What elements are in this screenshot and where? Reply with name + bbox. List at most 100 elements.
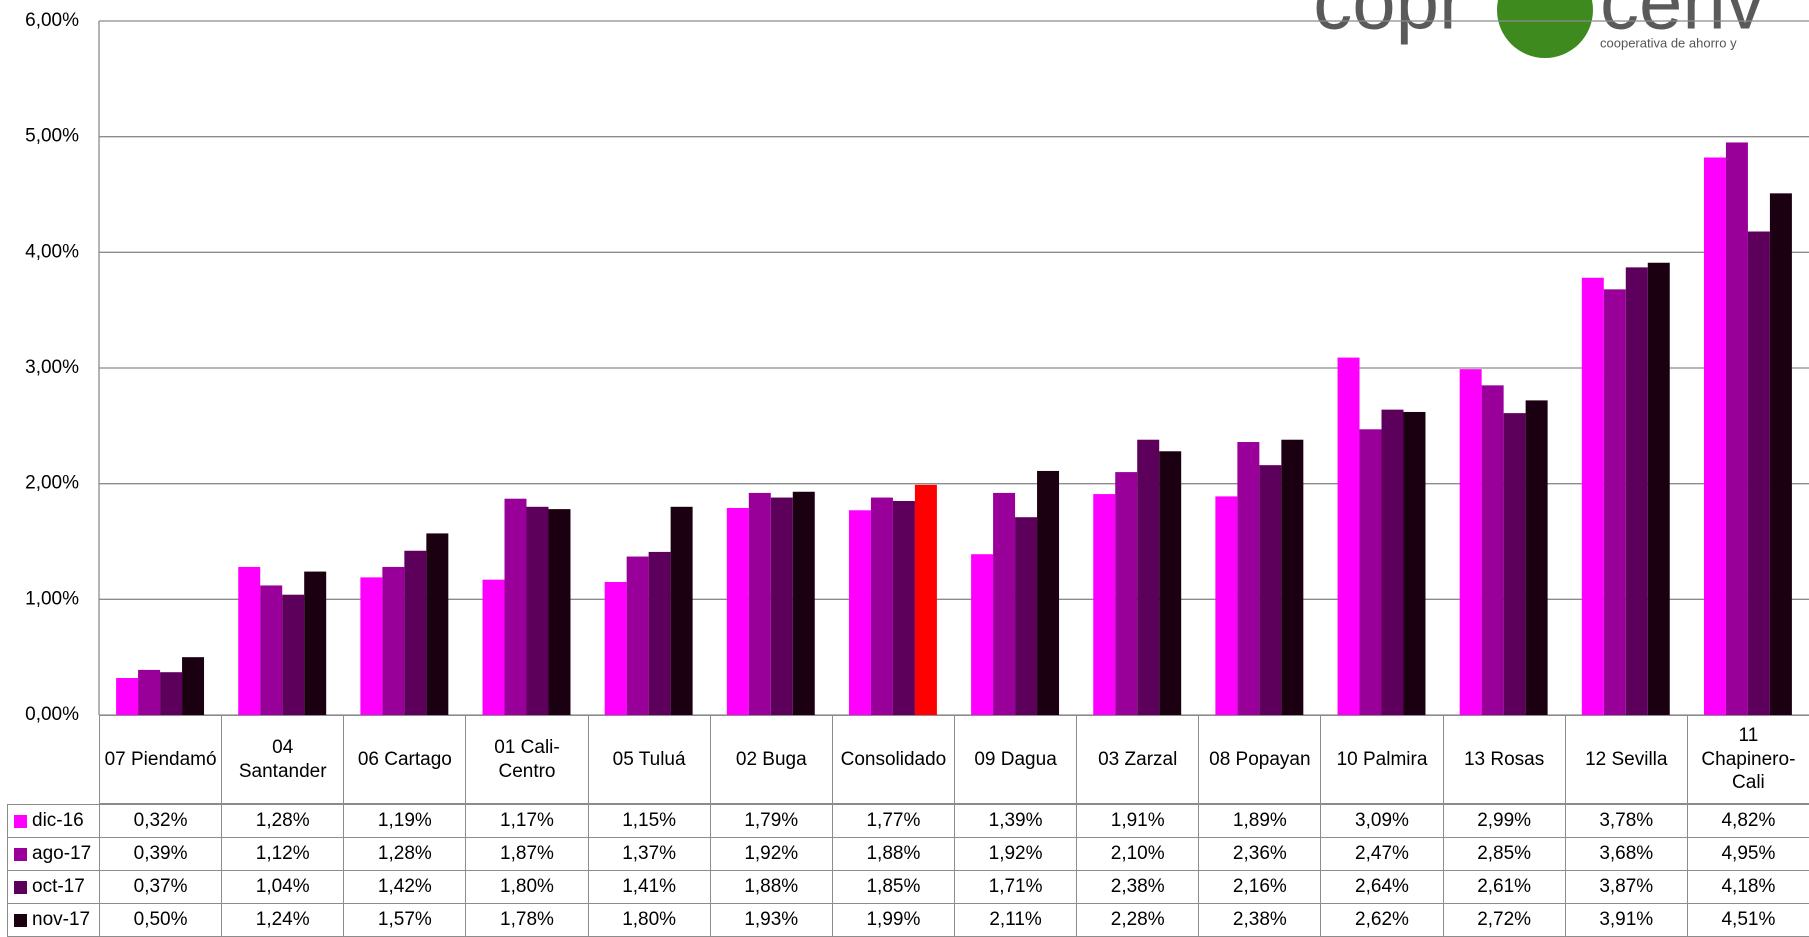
- bar: [1281, 439, 1304, 715]
- value-cell-text: 0,39%: [133, 843, 188, 865]
- value-cell: 2,38%: [1198, 903, 1322, 937]
- value-cell: 0,37%: [99, 870, 223, 904]
- y-tick-label: 5,00%: [25, 126, 79, 147]
- bar: [504, 498, 527, 715]
- bar: [1115, 472, 1138, 715]
- category-label: 01 Cali-Centro: [465, 715, 589, 804]
- category-label: 05 Tuluá: [587, 715, 711, 804]
- value-cell: 2,47%: [1320, 837, 1444, 871]
- value-cell: 2,16%: [1198, 870, 1322, 904]
- value-cell-text: 1,28%: [377, 843, 432, 865]
- category-label: 03 Zarzal: [1076, 715, 1200, 804]
- bar: [404, 550, 427, 715]
- bar: [304, 571, 327, 715]
- y-tick-label: 2,00%: [25, 473, 79, 494]
- bar: [238, 566, 261, 715]
- category-label: 11 Chapinero-Cali: [1686, 715, 1809, 804]
- value-cell: 2,85%: [1442, 837, 1566, 871]
- value-cell-text: 1,91%: [1110, 810, 1165, 832]
- value-cell-text: 4,18%: [1721, 876, 1776, 898]
- value-cell: 1,12%: [221, 837, 345, 871]
- bar: [1215, 496, 1238, 715]
- bar: [971, 554, 994, 715]
- value-cell-text: 0,32%: [133, 810, 188, 832]
- y-tick-label: 4,00%: [25, 241, 79, 262]
- bar: [626, 556, 649, 715]
- legend-label: dic-16: [32, 810, 84, 832]
- bar: [1725, 142, 1748, 715]
- value-cell: 3,68%: [1564, 837, 1688, 871]
- value-cell: 1,93%: [709, 903, 833, 937]
- category-label: 12 Sevilla: [1564, 715, 1688, 804]
- category-label: Consolidado: [831, 715, 955, 804]
- bar: [1403, 411, 1426, 715]
- value-cell: 1,91%: [1076, 804, 1200, 838]
- bar: [1503, 413, 1526, 715]
- category-label-text: 12 Sevilla: [1585, 748, 1668, 770]
- value-cell: 3,09%: [1320, 804, 1444, 838]
- category-label-text: Consolidado: [840, 748, 947, 770]
- legend-label: oct-17: [32, 876, 85, 898]
- value-cell-text: 1,24%: [255, 909, 310, 931]
- bar: [1259, 465, 1282, 715]
- bar: [1159, 451, 1182, 715]
- value-cell: 1,17%: [465, 804, 589, 838]
- y-tick-label: 0,00%: [25, 704, 79, 725]
- category-label-text: 06 Cartago: [357, 748, 452, 770]
- value-cell-text: 2,28%: [1110, 909, 1165, 931]
- bar: [548, 509, 571, 715]
- value-cell: 1,28%: [221, 804, 345, 838]
- legend-cell: oct-17: [7, 870, 100, 904]
- logo-mark: [1497, 0, 1593, 58]
- value-cell: 0,50%: [99, 903, 223, 937]
- bar: [1525, 400, 1548, 715]
- category-label-text: 07 Piendamó: [104, 748, 217, 770]
- value-cell: 1,19%: [343, 804, 467, 838]
- value-cell-text: 1,28%: [255, 810, 310, 832]
- bar: [1581, 277, 1604, 715]
- brand-tagline: cooperativa de ahorro y: [1600, 35, 1737, 50]
- value-cell: 4,51%: [1686, 903, 1809, 937]
- value-cell: 1,39%: [954, 804, 1078, 838]
- value-cell-text: 1,42%: [377, 876, 432, 898]
- bar: [748, 492, 771, 715]
- value-cell-text: 4,51%: [1721, 909, 1776, 931]
- bar: [648, 551, 671, 715]
- value-cell-text: 2,64%: [1355, 876, 1409, 898]
- bar: [426, 533, 449, 715]
- bar: [1647, 262, 1670, 715]
- category-label-text: 09 Dagua: [974, 748, 1057, 770]
- value-cell: 1,24%: [221, 903, 345, 937]
- value-cell: 1,92%: [709, 837, 833, 871]
- value-cell: 1,37%: [587, 837, 711, 871]
- value-cell-text: 1,80%: [500, 876, 554, 898]
- value-cell-text: 2,62%: [1355, 909, 1409, 931]
- legend-swatch: [14, 913, 27, 927]
- category-label: 13 Rosas: [1442, 715, 1566, 804]
- bar: [1703, 157, 1726, 715]
- bar: [1747, 231, 1770, 715]
- value-cell-text: 1,93%: [744, 909, 799, 931]
- category-label: 09 Dagua: [954, 715, 1078, 804]
- legend-label: nov-17: [32, 909, 91, 931]
- value-cell-text: 1,92%: [744, 843, 799, 865]
- value-cell: 1,78%: [465, 903, 589, 937]
- value-cell: 2,62%: [1320, 903, 1444, 937]
- bar: [1381, 409, 1404, 715]
- value-cell-text: 1,78%: [500, 909, 554, 931]
- bar: [1015, 517, 1038, 715]
- category-label: 06 Cartago: [343, 715, 467, 804]
- value-cell: 2,99%: [1442, 804, 1566, 838]
- value-cell: 1,57%: [343, 903, 467, 937]
- value-cell-text: 2,72%: [1477, 909, 1532, 931]
- legend-label: ago-17: [32, 843, 92, 865]
- value-cell: 1,41%: [587, 870, 711, 904]
- value-cell: 1,80%: [587, 903, 711, 937]
- value-cell: 1,71%: [954, 870, 1078, 904]
- category-label-text: 11 Chapinero-Cali: [1701, 724, 1796, 794]
- value-cell: 1,79%: [709, 804, 833, 838]
- value-cell-text: 2,38%: [1232, 909, 1287, 931]
- value-cell-text: 3,91%: [1599, 909, 1654, 931]
- bar: [1337, 357, 1360, 715]
